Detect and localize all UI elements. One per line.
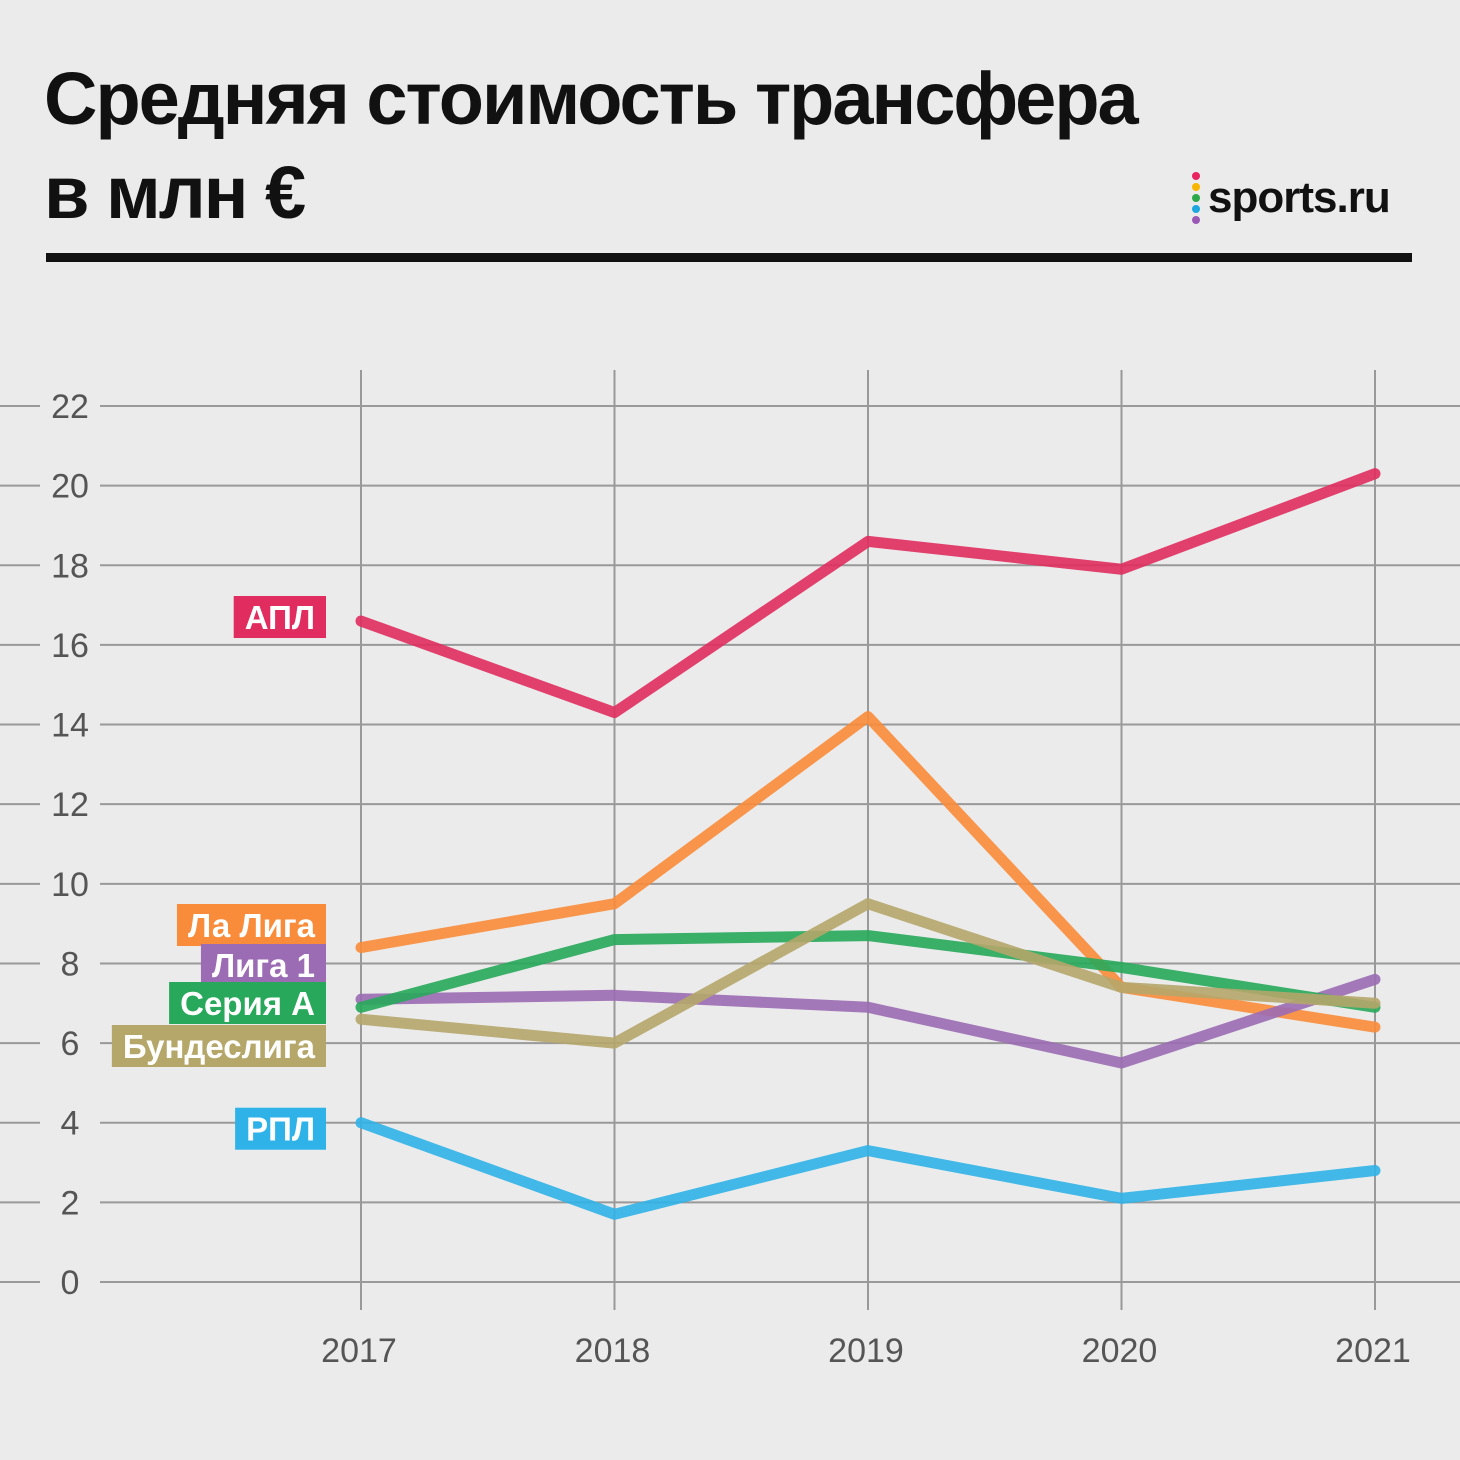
logo-dot — [1192, 216, 1200, 224]
sports-ru-logo: sports.ru — [1192, 172, 1391, 224]
series-label-bg — [176, 904, 326, 946]
series-label-bg — [200, 944, 326, 986]
series-label-text: Ла Лига — [188, 907, 316, 944]
series-label-text: Бундеслига — [123, 1028, 316, 1065]
logo-dot — [1192, 194, 1200, 202]
title-line-2: в млн € — [44, 151, 306, 234]
series-label: Лига 1 — [200, 944, 326, 986]
series-label: Серия А — [169, 982, 326, 1024]
y-tick-label: 14 — [51, 707, 89, 745]
series-label-bg — [233, 596, 326, 639]
logo-dot — [1192, 205, 1200, 213]
y-tick-label: 6 — [61, 1025, 80, 1063]
y-tick-label: 22 — [51, 388, 89, 426]
series-label: Бундеслига — [111, 1025, 326, 1067]
y-tick-label: 2 — [61, 1184, 80, 1222]
series-label-bg — [111, 1025, 326, 1067]
title-divider — [46, 253, 1412, 262]
x-tick-label: 2018 — [575, 1332, 651, 1370]
series-label-text: Лига 1 — [212, 947, 315, 984]
series-line — [355, 973, 1381, 1069]
series-label-text: РПЛ — [246, 1111, 315, 1148]
chart-title: Средняя стоимость трансфера в млн € — [44, 52, 1244, 240]
y-tick-label: 18 — [51, 547, 89, 585]
x-tick-label: 2021 — [1335, 1332, 1411, 1370]
series-label-bg — [235, 1107, 326, 1150]
x-tick-label: 2020 — [1082, 1332, 1158, 1370]
title-line-1: Средняя стоимость трансфера — [44, 57, 1139, 140]
logo-text: sports.ru — [1208, 173, 1391, 222]
x-tick-label: 2017 — [321, 1332, 397, 1370]
series-label: Ла Лига — [176, 904, 326, 946]
grid: 0 2 4 6 8 10 12 14 16 18 20 22 2017 2018 2019 2020 2021 — [0, 370, 1460, 1370]
series-line — [355, 930, 1381, 1013]
logo-dots-icon — [1192, 172, 1200, 224]
series-line — [355, 711, 1381, 1033]
y-tick-label: 10 — [51, 866, 89, 904]
y-tick-label: 20 — [51, 468, 89, 506]
series-line — [355, 468, 1381, 719]
series-lines — [355, 468, 1381, 1220]
y-tick-label: 12 — [51, 786, 89, 824]
y-tick-label: 8 — [61, 945, 80, 983]
series-label: РПЛ — [235, 1107, 326, 1150]
y-tick-label: 0 — [61, 1264, 80, 1302]
series-line — [355, 1117, 1381, 1220]
series-label-text: АПЛ — [245, 599, 315, 636]
series-label: АПЛ — [233, 596, 326, 639]
y-tick-label: 16 — [51, 627, 89, 665]
series-label-text: Серия А — [180, 985, 315, 1022]
x-tick-label: 2019 — [828, 1332, 904, 1370]
logo-dot — [1192, 183, 1200, 191]
y-tick-label: 4 — [61, 1105, 80, 1143]
series-label-bg — [169, 982, 326, 1024]
logo-dot — [1192, 172, 1200, 180]
series-line — [355, 898, 1381, 1049]
